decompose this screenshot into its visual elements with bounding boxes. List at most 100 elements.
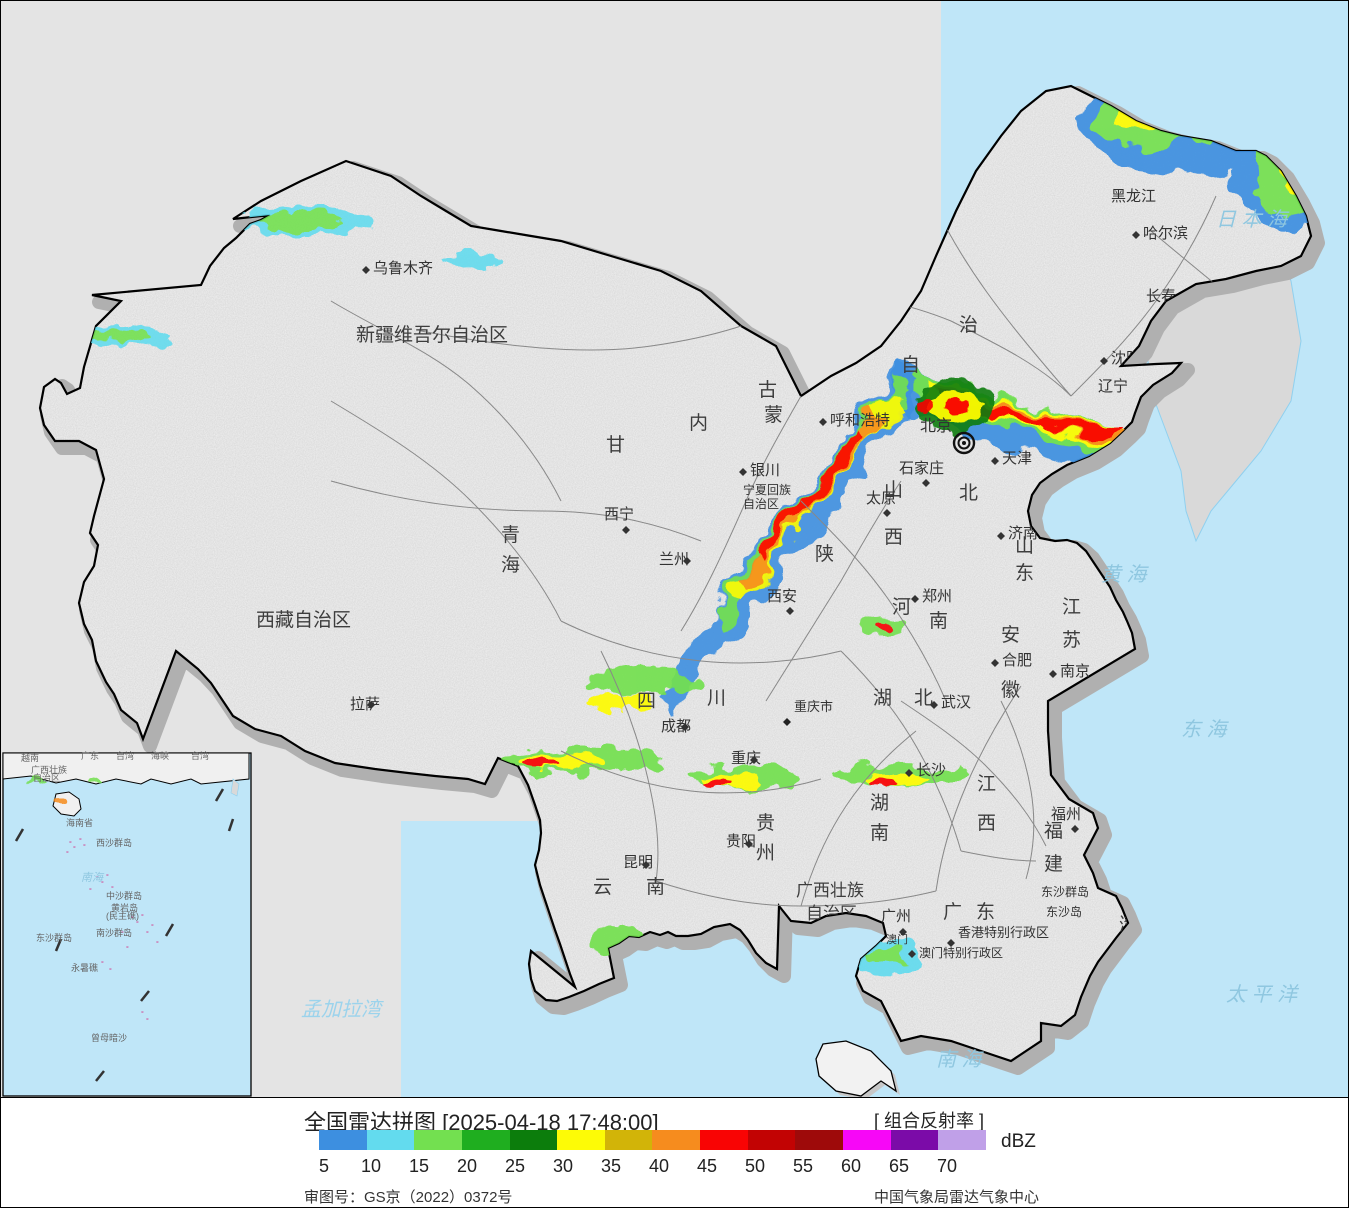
svg-text:°: ° xyxy=(136,920,139,928)
svg-text:南 海: 南 海 xyxy=(936,1049,985,1071)
svg-text:°: ° xyxy=(109,967,112,975)
svg-text:蒙: 蒙 xyxy=(764,404,783,426)
svg-text:长沙: 长沙 xyxy=(916,762,946,779)
svg-text:北京: 北京 xyxy=(920,417,952,435)
svg-text:陕: 陕 xyxy=(815,543,834,565)
svg-text:贵阳: 贵阳 xyxy=(726,833,756,850)
svg-text:自治区: 自治区 xyxy=(33,772,60,783)
svg-text:°: ° xyxy=(69,840,72,848)
svg-text:北: 北 xyxy=(959,482,978,504)
svg-text:°: ° xyxy=(141,1010,144,1018)
svg-text:台湾: 台湾 xyxy=(116,750,134,761)
svg-text:南: 南 xyxy=(646,876,665,898)
svg-text:苏: 苏 xyxy=(1062,629,1081,651)
svg-text:福州: 福州 xyxy=(1051,806,1081,823)
svg-text:安: 安 xyxy=(1001,624,1020,646)
svg-text:海峡: 海峡 xyxy=(151,750,169,761)
svg-text:甘: 甘 xyxy=(606,434,625,456)
svg-text:呼和浩特: 呼和浩特 xyxy=(830,412,890,429)
svg-text:东: 东 xyxy=(976,901,995,923)
svg-text:东沙群岛: 东沙群岛 xyxy=(36,932,72,943)
svg-text:°: ° xyxy=(89,887,92,895)
svg-text:宁夏回族: 宁夏回族 xyxy=(743,482,791,497)
svg-text:徽: 徽 xyxy=(1001,679,1020,701)
svg-text:重庆: 重庆 xyxy=(731,750,761,767)
svg-text:越南: 越南 xyxy=(21,752,39,763)
svg-text:兰州: 兰州 xyxy=(659,551,689,568)
svg-text:拉萨: 拉萨 xyxy=(350,696,380,713)
svg-text:银川: 银川 xyxy=(750,462,780,479)
svg-text:°: ° xyxy=(126,945,129,953)
svg-text:中沙群岛: 中沙群岛 xyxy=(106,890,142,901)
svg-text:黑龙江: 黑龙江 xyxy=(1111,188,1156,205)
svg-text:广州: 广州 xyxy=(881,908,911,925)
svg-text:建: 建 xyxy=(1044,853,1063,875)
svg-text:台湾: 台湾 xyxy=(191,750,209,761)
svg-text:海: 海 xyxy=(501,554,520,576)
svg-text:内: 内 xyxy=(689,412,708,434)
svg-text:西安: 西安 xyxy=(767,588,797,605)
svg-text:太原: 太原 xyxy=(866,490,896,507)
svg-text:武汉: 武汉 xyxy=(941,694,971,711)
svg-text:天津: 天津 xyxy=(1002,450,1032,467)
svg-text:°: ° xyxy=(146,1017,149,1025)
svg-text:北: 北 xyxy=(914,687,933,709)
svg-text:湖: 湖 xyxy=(870,792,889,814)
svg-text:°: ° xyxy=(73,845,76,853)
svg-text:西宁: 西宁 xyxy=(604,506,634,523)
svg-text:哈尔滨: 哈尔滨 xyxy=(1143,225,1188,242)
svg-text:昆明: 昆明 xyxy=(623,854,653,871)
svg-text:石家庄: 石家庄 xyxy=(899,459,944,477)
svg-text:°: ° xyxy=(106,873,109,881)
svg-text:福: 福 xyxy=(1044,820,1063,842)
svg-text:治: 治 xyxy=(959,314,978,336)
svg-text:南京: 南京 xyxy=(1060,663,1090,680)
svg-text:°: ° xyxy=(101,960,104,968)
svg-text:广: 广 xyxy=(943,901,962,923)
svg-text:(民主礁): (民主礁) xyxy=(106,910,139,921)
svg-text:辽宁: 辽宁 xyxy=(1098,378,1128,395)
svg-text:江: 江 xyxy=(1062,596,1081,618)
svg-text:古: 古 xyxy=(758,379,777,401)
svg-text:郑州: 郑州 xyxy=(922,588,952,605)
svg-text:°: ° xyxy=(141,913,144,921)
svg-text:海南省: 海南省 xyxy=(66,817,93,828)
svg-text:澳门: 澳门 xyxy=(886,932,908,946)
svg-text:孟加拉湾: 孟加拉湾 xyxy=(301,998,384,1021)
svg-text:川: 川 xyxy=(707,688,726,709)
svg-text:成都: 成都 xyxy=(661,718,691,735)
svg-text:°: ° xyxy=(79,837,82,845)
svg-text:四: 四 xyxy=(637,691,656,712)
svg-text:自: 自 xyxy=(901,354,920,376)
svg-text:河: 河 xyxy=(892,596,911,618)
svg-text:°: ° xyxy=(151,923,154,931)
svg-text:南: 南 xyxy=(929,610,948,632)
svg-text:东: 东 xyxy=(1015,562,1034,584)
svg-text:州: 州 xyxy=(756,843,775,864)
svg-text:°: ° xyxy=(83,843,86,851)
svg-text:广西壮族: 广西壮族 xyxy=(796,881,864,900)
svg-text:日 本 海: 日 本 海 xyxy=(1216,209,1290,231)
svg-text:江: 江 xyxy=(977,773,996,795)
svg-text:东 海: 东 海 xyxy=(1181,719,1230,741)
svg-text:西: 西 xyxy=(977,813,996,834)
svg-text:曾母暗沙: 曾母暗沙 xyxy=(91,1032,127,1043)
svg-text:青: 青 xyxy=(501,524,520,546)
svg-text:西藏自治区: 西藏自治区 xyxy=(256,609,351,631)
svg-text:自治区: 自治区 xyxy=(743,497,779,511)
svg-text:广东: 广东 xyxy=(81,750,99,761)
svg-text:合肥: 合肥 xyxy=(1002,652,1032,669)
svg-text:湖: 湖 xyxy=(873,687,892,709)
svg-text:东沙岛: 东沙岛 xyxy=(1046,904,1082,919)
svg-text:°: ° xyxy=(146,930,149,938)
svg-text:太 平 洋: 太 平 洋 xyxy=(1226,984,1299,1006)
svg-text:新疆维吾尔自治区: 新疆维吾尔自治区 xyxy=(356,324,508,346)
svg-text:西: 西 xyxy=(884,527,903,548)
svg-text:乌鲁木齐: 乌鲁木齐 xyxy=(373,260,433,277)
svg-text:永暑礁: 永暑礁 xyxy=(71,962,98,973)
svg-text:澳门特别行政区: 澳门特别行政区 xyxy=(919,945,1003,960)
svg-text:香港特别行政区: 香港特别行政区 xyxy=(958,925,1049,940)
svg-text:贵: 贵 xyxy=(756,812,775,834)
svg-text:重庆市: 重庆市 xyxy=(794,699,833,714)
svg-text:南: 南 xyxy=(870,822,889,844)
